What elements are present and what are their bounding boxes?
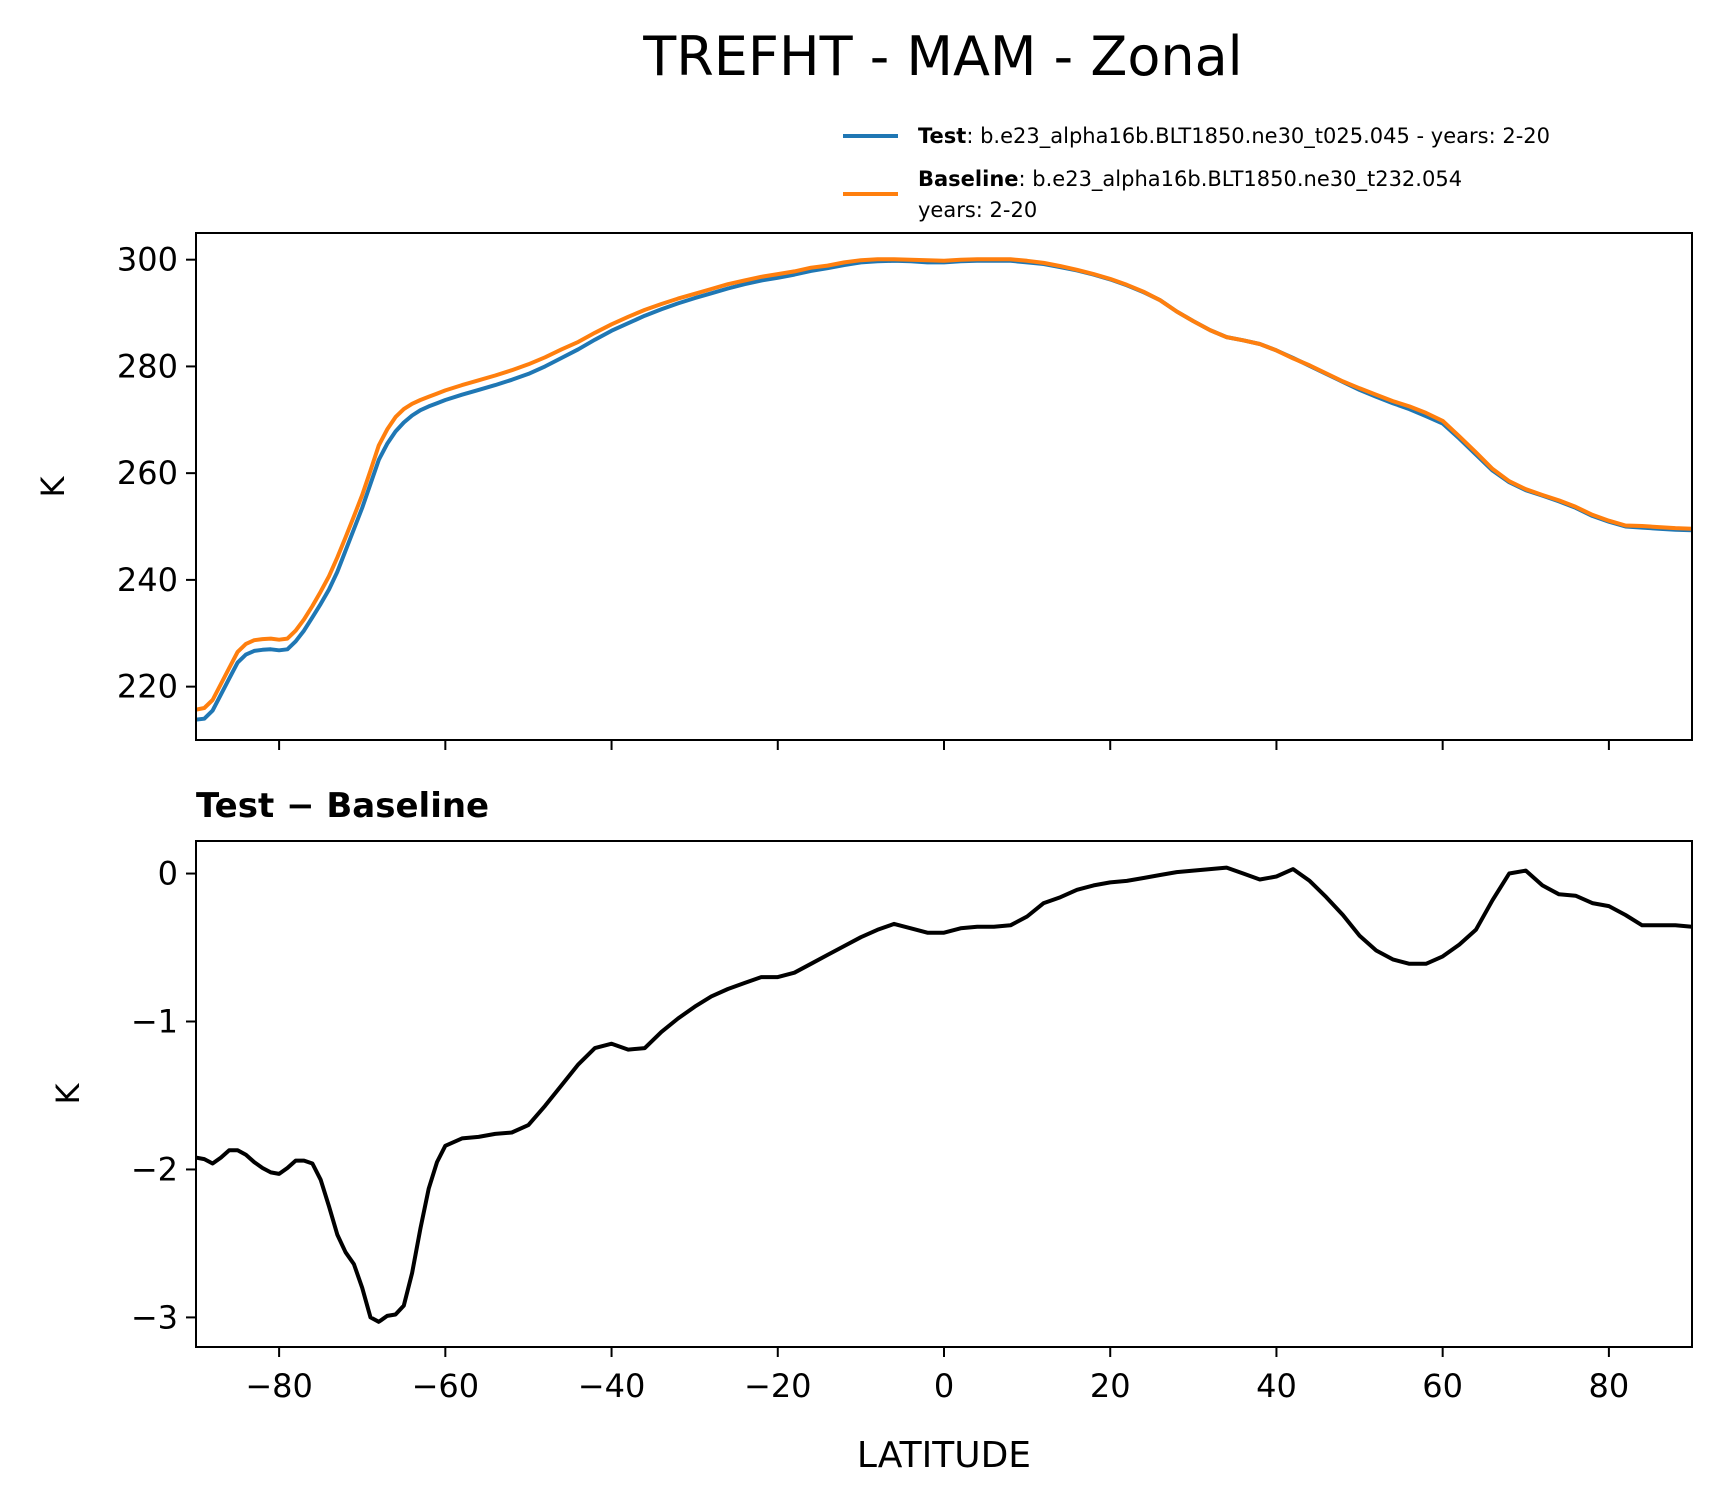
difference-panel-title: Test − Baseline xyxy=(196,786,489,826)
temperature-ytick-label: 300 xyxy=(117,241,178,279)
legend-baseline-text: b.e23_alpha16b.BLT1850.ne30_t232.054 xyxy=(1032,167,1462,192)
difference-xtick-label: −60 xyxy=(412,1367,480,1405)
temperature-ytick-label: 260 xyxy=(117,454,178,492)
legend-baseline-years: years: 2-20 xyxy=(918,198,1037,222)
legend-entry-test: Test: b.e23_alpha16b.BLT1850.ne30_t025.0… xyxy=(918,124,1550,149)
difference-xtick-label: −40 xyxy=(578,1367,646,1405)
difference-ytick-label: 0 xyxy=(158,855,178,893)
difference-ytick-label: −1 xyxy=(131,1003,178,1041)
difference-panel: Test − Baseline −3 −2 −1 0 −80 −60 −40 −20 0 20 4… xyxy=(49,786,1693,1476)
difference-y-label: K xyxy=(49,1082,87,1104)
legend: Test: b.e23_alpha16b.BLT1850.ne30_t025.0… xyxy=(843,124,1550,222)
difference-ytick-label: −2 xyxy=(131,1150,178,1188)
legend-entry-baseline: Baseline: b.e23_alpha16b.BLT1850.ne30_t2… xyxy=(918,167,1462,192)
difference-panel-frame xyxy=(195,840,1693,1348)
difference-xtick-label: −80 xyxy=(245,1367,313,1405)
difference-xtick-label: 60 xyxy=(1422,1367,1463,1405)
temperature-series-baseline xyxy=(196,257,1692,712)
difference-xtick-label: 20 xyxy=(1090,1367,1131,1405)
temperature-panel-frame xyxy=(195,232,1693,741)
temperature-ytick-label: 240 xyxy=(117,561,178,599)
legend-test-sep: : xyxy=(966,124,980,148)
difference-xtick-label: 0 xyxy=(934,1367,954,1405)
difference-xtick-label: −20 xyxy=(744,1367,812,1405)
temperature-ytick-label: 220 xyxy=(117,668,178,706)
legend-test-bold: Test xyxy=(918,124,966,148)
temperature-series-test xyxy=(196,258,1692,722)
legend-baseline-sep: : xyxy=(1019,167,1033,191)
temperature-y-label: K xyxy=(34,475,72,497)
difference-xtick-label: 80 xyxy=(1589,1367,1630,1405)
difference-ytick-label: −3 xyxy=(131,1298,178,1336)
temperature-panel: 220 240 260 280 300 K xyxy=(34,232,1693,750)
temperature-ytick-label: 280 xyxy=(117,347,178,385)
x-axis-label: LATITUDE xyxy=(857,1435,1031,1476)
legend-test-text: b.e23_alpha16b.BLT1850.ne30_t025.045 - y… xyxy=(980,124,1550,149)
legend-baseline-bold: Baseline xyxy=(918,167,1019,191)
difference-xtick-label: 40 xyxy=(1256,1367,1297,1405)
difference-series-test-baseline xyxy=(196,865,1692,1324)
figure-title: TREFHT - MAM - Zonal xyxy=(642,25,1242,88)
